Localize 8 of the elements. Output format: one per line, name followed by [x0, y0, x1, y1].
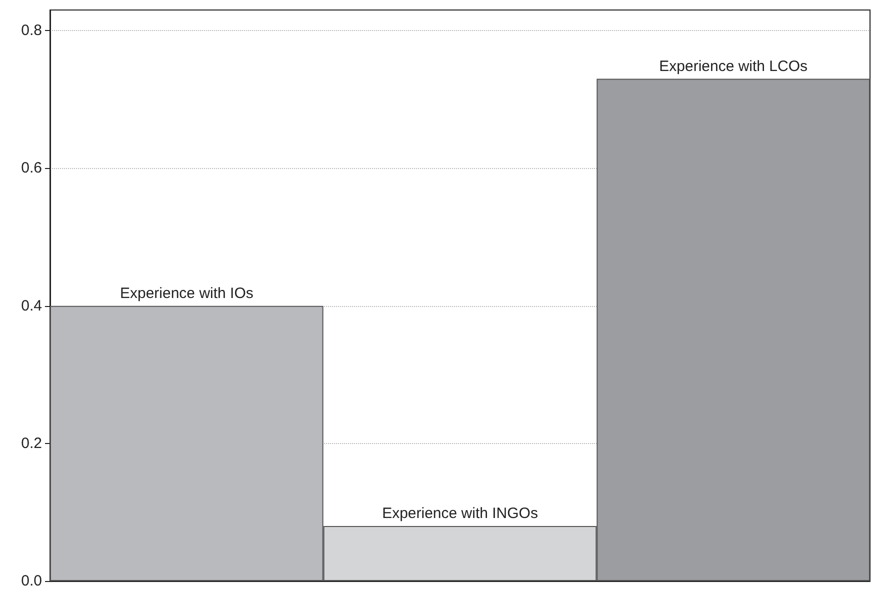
x-tick-label: Experience with INGOs [382, 504, 538, 522]
y-tick-label: 0.0 [21, 572, 42, 589]
x-tick-label: Experience with LCOs [659, 58, 808, 75]
y-tick-label: 0.8 [21, 22, 42, 40]
x-tick-label: Experience with IOs [120, 284, 254, 302]
y-tick-label: 0.2 [21, 434, 42, 452]
y-tick-label: 0.6 [21, 160, 42, 177]
y-tick-label: 0.4 [21, 297, 42, 314]
